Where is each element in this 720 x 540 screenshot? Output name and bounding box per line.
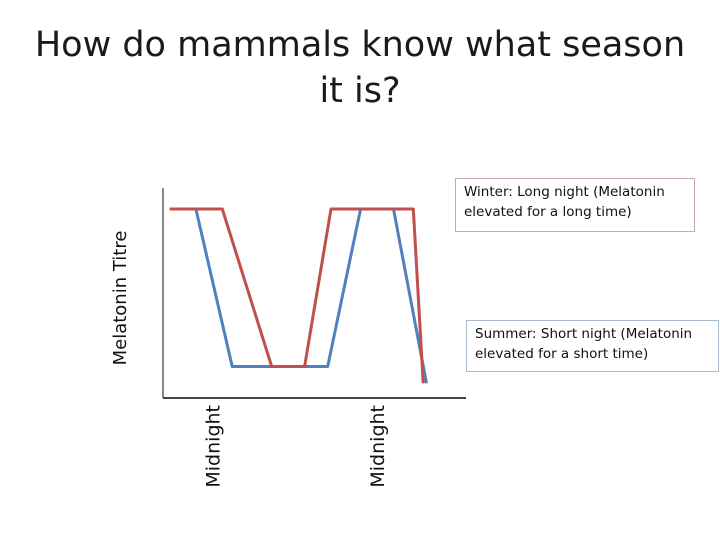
series-line-0 [194, 207, 428, 384]
series-line-1 [169, 207, 425, 384]
winter-annotation: Winter: Long night (Melatonin elevated f… [455, 178, 695, 232]
slide-title: How do mammals know what season it is? [34, 25, 686, 111]
x-tick-label: Midnight [367, 405, 389, 488]
x-tick-label: Midnight [202, 405, 224, 488]
summer-annotation: Summer: Short night (Melatonin elevated … [466, 320, 719, 372]
y-axis-label: Melatonin Titre [110, 231, 131, 366]
